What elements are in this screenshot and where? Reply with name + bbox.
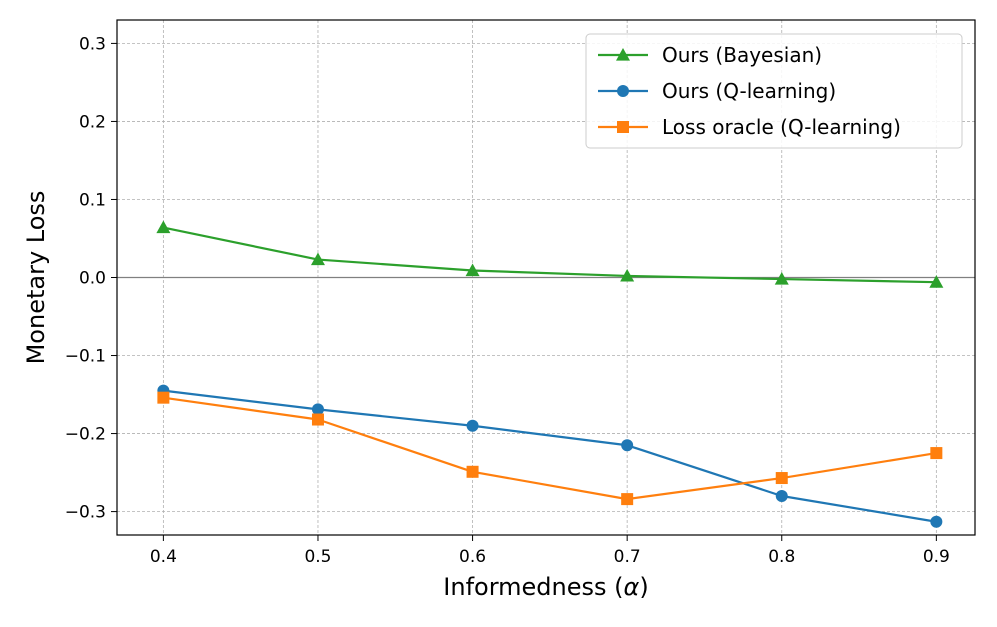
data-point [311,413,324,426]
y-tick-label: 0.0 [79,269,106,289]
y-tick-label: 0.3 [79,34,106,54]
data-point [466,465,479,478]
data-point [621,439,634,452]
series-0 [156,220,944,288]
legend-marker [617,121,629,133]
y-axis-title: Monetary Loss [22,191,50,365]
data-point [310,252,325,266]
y-tick-label: −0.3 [65,503,106,523]
data-point [311,403,324,416]
y-tick-label: −0.2 [65,425,106,445]
series-layer [156,220,944,528]
data-point [930,447,943,460]
series-line [163,226,937,284]
data-point [465,263,480,277]
data-point [156,220,171,234]
data-point [775,489,788,502]
x-axis-title: Informedness (α) [443,573,648,601]
data-point [774,272,789,285]
series-2 [157,391,943,506]
legend-entry: Loss oracle (Q-learning) [598,115,901,139]
legend: Ours (Bayesian) Ours (Q-learning) Loss ora… [585,33,963,149]
y-tick-label: −0.1 [65,347,106,367]
x-tick-label: 0.4 [150,547,177,567]
data-point [929,275,944,288]
x-tick-label: 0.8 [768,547,795,567]
y-tick-label: 0.1 [79,190,106,210]
x-axis-title-text: Informedness ( [443,573,623,601]
legend-label: Ours (Q-learning) [662,79,836,103]
legend-entry: Ours (Bayesian) [598,43,822,67]
x-tick-label: 0.9 [923,547,950,567]
legend-entry: Ours (Q-learning) [598,79,836,103]
x-tick-label: 0.6 [459,547,486,567]
data-point [930,515,943,528]
series-line [163,396,937,501]
y-tick-label: 0.2 [79,112,106,132]
legend-marker [616,48,630,61]
x-tick-label: 0.5 [304,547,331,567]
data-point [157,391,170,404]
legend-box [585,33,963,149]
series-line [163,389,937,523]
x-tick-label: 0.7 [614,547,641,567]
data-point [620,268,635,282]
data-point [775,472,788,485]
data-point [466,419,479,432]
x-axis-title-suffix: ) [639,573,648,601]
x-axis-title-symbol: α [624,573,640,601]
series-1 [157,384,943,528]
legend-marker [617,85,629,97]
ticks: 0.4 0.5 0.6 0.7 0.8 0.9 0.3 0.2 0.1 0.0 −0.1 −0.2 −0… [65,34,950,567]
legend-label: Ours (Bayesian) [662,43,822,67]
legend-label: Loss oracle (Q-learning) [662,115,901,139]
data-point [621,493,634,506]
